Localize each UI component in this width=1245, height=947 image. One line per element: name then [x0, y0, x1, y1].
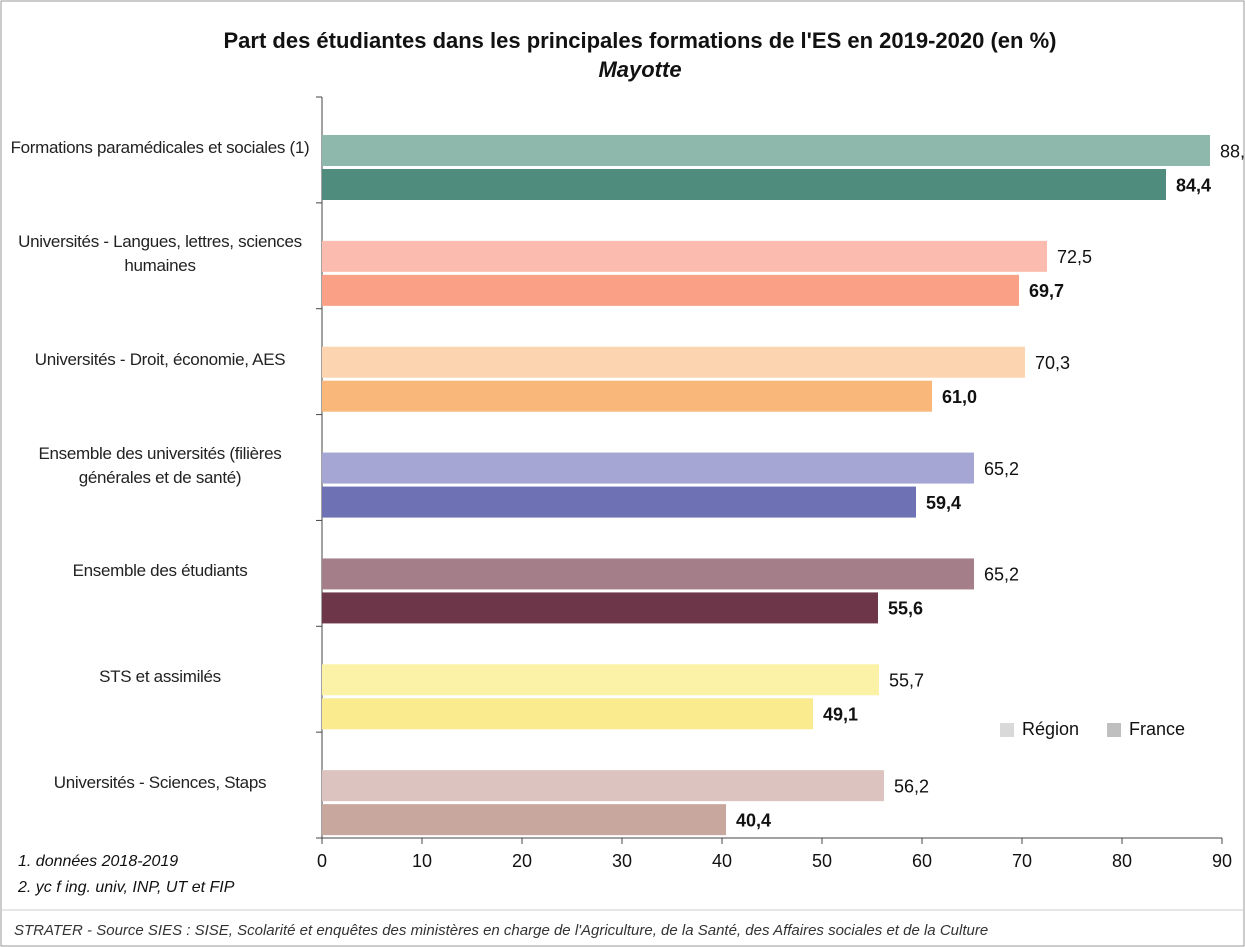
note: 1. données 2018-2019 [18, 853, 178, 870]
x-tick-label: 30 [612, 851, 632, 871]
chart-title: Part des étudiantes dans les principales… [224, 28, 1057, 53]
legend-label: France [1129, 719, 1185, 739]
x-tick-label: 40 [712, 851, 732, 871]
x-tick-label: 20 [512, 851, 532, 871]
bar [322, 274, 1019, 306]
y-tick-label: Universités - Droit, économie, AES [34, 349, 286, 369]
data-label: 56,2 [894, 776, 929, 796]
data-label: 69,7 [1029, 281, 1064, 301]
data-label: 70,3 [1035, 353, 1070, 373]
bar [322, 592, 878, 624]
x-tick-label: 10 [412, 851, 432, 871]
source: STRATER - Source SIES : SISE, Scolarité … [14, 922, 988, 939]
data-label: 40,4 [736, 810, 771, 830]
bar [322, 698, 813, 730]
legend-swatch [1000, 723, 1014, 737]
bar [322, 380, 932, 412]
y-tick-label: Ensemble des étudiants [72, 561, 248, 581]
bar [322, 770, 884, 802]
bar [322, 558, 974, 590]
y-tick-label: STS et assimilés [99, 667, 221, 687]
legend-label: Région [1022, 719, 1079, 739]
x-tick-label: 0 [317, 851, 327, 871]
bar [322, 135, 1210, 166]
x-tick-label: 50 [812, 851, 832, 871]
x-tick-label: 90 [1212, 851, 1232, 871]
bar [322, 346, 1025, 378]
bar [322, 804, 726, 836]
data-label: 72,5 [1057, 247, 1092, 267]
data-label: 49,1 [823, 705, 858, 725]
legend-swatch [1107, 723, 1122, 737]
data-label: 65,2 [984, 565, 1019, 585]
data-label: 88,8 [1220, 141, 1245, 161]
x-tick-label: 70 [1012, 851, 1032, 871]
x-tick-label: 60 [912, 851, 932, 871]
bar [322, 240, 1047, 272]
y-tick-label: Ensemble des universités (filières génér… [38, 443, 282, 487]
bar [322, 169, 1166, 200]
data-label: 61,0 [942, 387, 977, 407]
y-tick-label: Universités - Sciences, Staps [53, 773, 267, 793]
y-tick-label: Formations paramédicales et sociales (1) [10, 137, 310, 157]
data-label: 55,7 [889, 671, 924, 691]
data-label: 55,6 [888, 599, 923, 619]
bar [322, 664, 879, 696]
bar [322, 452, 974, 484]
data-label: 59,4 [926, 493, 961, 513]
x-tick-label: 80 [1112, 851, 1132, 871]
data-label: 65,2 [984, 459, 1019, 479]
note: 2. yc f ing. univ, INP, UT et FIP [17, 879, 235, 896]
chart-subtitle: Mayotte [598, 57, 681, 82]
y-tick-label: Universités - Langues, lettres, sciences… [18, 231, 302, 275]
data-label: 84,4 [1176, 175, 1211, 195]
bar [322, 486, 916, 518]
